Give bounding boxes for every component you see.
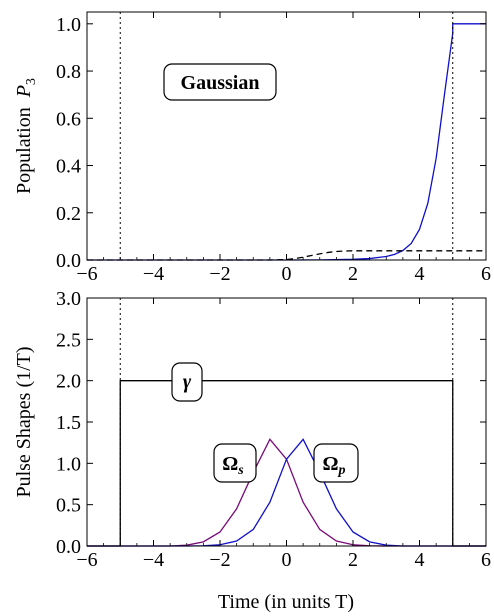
bottom-plot-frame — [86, 297, 487, 547]
bottom-ytick-label-3: 1.5 — [56, 412, 81, 434]
top-y-label-text: Population — [13, 107, 35, 194]
top-y-label-sub: 3 — [24, 78, 39, 85]
gaussian-annotation-text: Gaussian — [181, 72, 260, 94]
top-xtick-label-1: −4 — [143, 263, 164, 285]
bottom-xtick-label-3: 0 — [282, 549, 292, 571]
bottom-xtick-label-6: 6 — [481, 549, 491, 571]
gamma-label-box — [171, 362, 203, 402]
top-ytick-label-5: 1.0 — [56, 14, 81, 36]
top-ticks: −6 −4 −2 0 2 4 6 0.0 0.2 0.4 0.6 0.8 1.0 — [56, 12, 491, 285]
bottom-ytick-label-6: 3.0 — [56, 288, 81, 310]
top-xtick-label-5: 4 — [415, 263, 425, 285]
bottom-xtick-label-0: −6 — [76, 549, 97, 571]
top-xtick-label-2: −2 — [209, 263, 230, 285]
bottom-ytick-label-4: 2.0 — [56, 371, 81, 393]
x-axis-label: Time (in units T) — [218, 591, 354, 613]
bottom-xtick-label-1: −4 — [143, 549, 164, 571]
omega-p-label-box — [313, 443, 359, 483]
gaussian-annotation-box — [163, 63, 277, 101]
top-xtick-label-4: 2 — [348, 263, 358, 285]
top-xtick-label-3: 0 — [282, 263, 292, 285]
top-series-group — [87, 23, 486, 261]
top-ytick-label-3: 0.6 — [56, 108, 81, 130]
top-ytick-label-4: 0.8 — [56, 61, 81, 83]
bottom-ytick-label-2: 1.0 — [56, 453, 81, 475]
gaussian-annotation: Gaussian — [163, 63, 277, 101]
top-plot-frame — [86, 11, 487, 261]
bottom-ytick-label-1: 0.5 — [56, 495, 81, 517]
bottom-xtick-label-5: 4 — [415, 549, 425, 571]
bottom-series-line-1 — [87, 438, 486, 547]
top-series-line-0 — [87, 23, 486, 261]
bottom-series-group — [87, 380, 486, 547]
bottom-series-line-0 — [87, 438, 486, 547]
omega-p-sub: p — [338, 463, 346, 478]
top-y-axis-label: Population P3 — [13, 78, 39, 194]
gamma-label-text: γ — [183, 371, 192, 393]
top-xtick-label-6: 6 — [481, 263, 491, 285]
omega-p-label: Ωp — [313, 443, 359, 483]
omega-p-label-text: Ωp — [322, 453, 345, 478]
omega-s-label-text: Ωs — [222, 453, 244, 478]
top-vlines — [119, 12, 454, 260]
omega-s-symbol: Ω — [222, 453, 238, 475]
top-y-label-var: P — [13, 85, 35, 98]
bottom-vlines — [119, 298, 454, 546]
bottom-xtick-label-4: 2 — [348, 549, 358, 571]
bottom-ticks: −6 −4 −2 0 2 4 6 0.0 0.5 1.0 1.5 2.0 2.5 3.0 — [56, 288, 491, 571]
omega-p-symbol: Ω — [322, 453, 338, 475]
gamma-label: γ — [171, 362, 203, 402]
bottom-ytick-label-0: 0.0 — [56, 536, 81, 558]
top-ytick-label-1: 0.2 — [56, 203, 81, 225]
bottom-xtick-label-2: −2 — [209, 549, 230, 571]
bottom-panel-pulses: −6 −4 −2 0 2 4 6 0.0 0.5 1.0 1.5 2.0 2.5 3.0 Pulse Sh… — [13, 288, 491, 613]
bottom-ytick-label-5: 2.5 — [56, 329, 81, 351]
omega-s-sub: s — [237, 463, 244, 478]
bottom-series-line-2 — [87, 380, 486, 547]
top-ytick-label-2: 0.4 — [56, 156, 81, 178]
top-ytick-label-0: 0.0 — [56, 250, 81, 272]
top-xtick-label-0: −6 — [76, 263, 97, 285]
top-panel-population: −6 −4 −2 0 2 4 6 0.0 0.2 0.4 0.6 0.8 1.0 Population … — [13, 11, 491, 285]
bottom-y-axis-label: Pulse Shapes (1/T) — [13, 346, 35, 497]
omega-s-label-box — [213, 443, 257, 483]
omega-s-label: Ωs — [213, 443, 257, 483]
